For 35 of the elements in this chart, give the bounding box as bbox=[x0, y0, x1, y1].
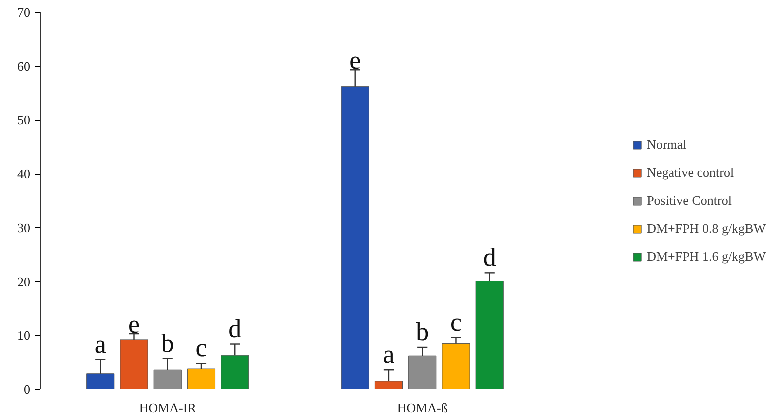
data-label: e bbox=[350, 46, 362, 76]
bar bbox=[442, 343, 470, 390]
y-tick-label: 30 bbox=[18, 220, 30, 236]
data-label: b bbox=[416, 317, 430, 346]
data-label: d bbox=[483, 243, 496, 272]
legend-label: Normal bbox=[647, 136, 687, 152]
bar bbox=[476, 280, 504, 390]
y-tick-label: 60 bbox=[18, 58, 30, 74]
y-tick-label: 20 bbox=[18, 274, 30, 290]
y-tick-label: 70 bbox=[18, 5, 30, 20]
bar bbox=[341, 86, 370, 390]
y-tick-label: 40 bbox=[18, 166, 30, 182]
bar bbox=[154, 370, 182, 390]
bar bbox=[408, 356, 437, 390]
data-label: d bbox=[228, 314, 242, 344]
data-label: b bbox=[161, 328, 174, 358]
data-label: a bbox=[383, 340, 396, 370]
legend-label: Negative control bbox=[647, 164, 734, 180]
legend-label: DM+FPH 0.8 g/kgBW bbox=[647, 220, 766, 236]
data-label: c bbox=[196, 334, 208, 363]
data-label: a bbox=[94, 330, 107, 359]
legend-label: Positive Control bbox=[647, 192, 732, 208]
y-tick-label: 0 bbox=[24, 382, 30, 397]
data-label: e bbox=[128, 310, 140, 340]
y-tick-label: 50 bbox=[18, 112, 30, 128]
data-label: c bbox=[450, 308, 462, 337]
y-tick-label: 10 bbox=[18, 328, 30, 344]
x-tick-label: HOMA-ß bbox=[397, 400, 448, 416]
legend-label: DM+FPH 1.6 g/kgBW bbox=[647, 248, 766, 264]
bar bbox=[187, 368, 216, 390]
bar bbox=[221, 355, 250, 390]
bar bbox=[120, 340, 148, 390]
bar bbox=[86, 374, 115, 390]
bar bbox=[374, 381, 404, 390]
x-tick-label: HOMA-IR bbox=[139, 400, 197, 416]
